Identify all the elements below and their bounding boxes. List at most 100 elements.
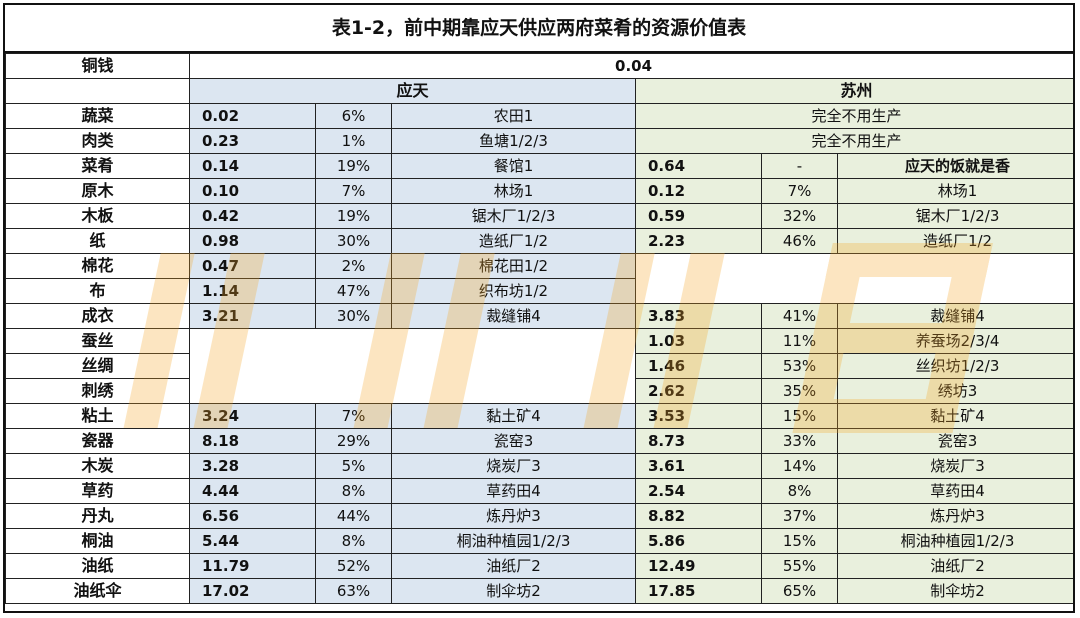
yingtian-percent: 47% — [315, 278, 392, 304]
table-row: 木板 0.42 19% 锯木厂1/2/3 0.59 32% 锯木厂1/2/3 — [5, 203, 1073, 229]
suzhou-empty — [634, 253, 1073, 304]
table-row: 草药 4.44 8% 草药田4 2.54 8% 草药田4 — [5, 478, 1073, 504]
suzhou-percent: 7% — [761, 178, 838, 204]
yingtian-building: 林场1 — [391, 178, 636, 204]
suzhou-value: 2.23 — [635, 228, 762, 254]
yingtian-building: 裁缝铺4 — [391, 303, 636, 329]
resource-name: 油纸伞 — [5, 578, 190, 604]
yingtian-value: 0.98 — [189, 228, 316, 254]
resource-name: 纸 — [5, 228, 190, 254]
yingtian-value: 5.44 — [189, 528, 316, 554]
yingtian-building: 织布坊1/2 — [391, 278, 636, 304]
suzhou-percent: 14% — [761, 453, 838, 479]
yingtian-percent: 30% — [315, 228, 392, 254]
suzhou-building: 烧炭厂3 — [836, 453, 1073, 479]
yingtian-percent: 7% — [315, 178, 392, 204]
table-row: 蚕丝 1.03 11% 养蚕场2/3/4 — [5, 328, 1073, 404]
suzhou-value: 5.86 — [635, 528, 762, 554]
suzhou-building: 养蚕场2/3/4 — [836, 328, 1073, 354]
suzhou-building: 制伞坊2 — [836, 578, 1073, 604]
resource-name: 瓷器 — [5, 428, 190, 454]
yingtian-percent: 8% — [315, 528, 392, 554]
table-title: 表1-2，前中期靠应天供应两府菜肴的资源价值表 — [5, 5, 1073, 53]
suzhou-percent: - — [761, 153, 838, 179]
suzhou-note: 完全不用生产 — [634, 103, 1073, 129]
suzhou-building: 林场1 — [836, 178, 1073, 204]
suzhou-value: 1.03 — [635, 328, 762, 354]
yingtian-percent: 6% — [315, 103, 392, 129]
copper-value: 0.04 — [188, 53, 1073, 79]
suzhou-percent: 37% — [761, 503, 838, 529]
suzhou-percent: 15% — [761, 403, 838, 429]
yingtian-percent: 52% — [315, 553, 392, 579]
yingtian-value: 6.56 — [189, 503, 316, 529]
table-row: 肉类 0.23 1% 鱼塘1/2/3 完全不用生产 — [5, 128, 1073, 154]
yingtian-building: 瓷窑3 — [391, 428, 636, 454]
yingtian-building: 农田1 — [391, 103, 636, 129]
suzhou-percent: 35% — [761, 378, 838, 404]
resource-name: 木炭 — [5, 453, 190, 479]
resource-name: 棉花 — [5, 253, 190, 279]
region-header-row: 应天 苏州 — [5, 78, 1073, 104]
resource-name: 蔬菜 — [5, 103, 190, 129]
resource-name: 丝绸 — [5, 353, 190, 379]
suzhou-value: 3.83 — [635, 303, 762, 329]
table-row: 棉花 0.47 2% 棉花田1/2 — [5, 253, 1073, 304]
yingtian-building: 造纸厂1/2 — [391, 228, 636, 254]
yingtian-value: 0.23 — [189, 128, 316, 154]
suzhou-value: 2.62 — [635, 378, 762, 404]
yingtian-percent: 1% — [315, 128, 392, 154]
suzhou-value: 8.73 — [635, 428, 762, 454]
resource-name: 粘土 — [5, 403, 190, 429]
resource-table: 铜钱 0.04 应天 苏州 蔬菜 0.02 6% 农田1 完全不用生产 肉类 0.23 1% 鱼… — [5, 53, 1073, 604]
resource-name: 丹丸 — [5, 503, 190, 529]
resource-name: 菜肴 — [5, 153, 190, 179]
yingtian-building: 烧炭厂3 — [391, 453, 636, 479]
table-row: 丹丸 6.56 44% 炼丹炉3 8.82 37% 炼丹炉3 — [5, 503, 1073, 529]
suzhou-value: 17.85 — [635, 578, 762, 604]
suzhou-value: 3.53 — [635, 403, 762, 429]
suzhou-percent: 32% — [761, 203, 838, 229]
table-row: 纸 0.98 30% 造纸厂1/2 2.23 46% 造纸厂1/2 — [5, 228, 1073, 254]
region-header-suzhou: 苏州 — [634, 78, 1073, 104]
suzhou-building: 绣坊3 — [836, 378, 1073, 404]
yingtian-value: 8.18 — [189, 428, 316, 454]
resource-name: 原木 — [5, 178, 190, 204]
yingtian-percent: 19% — [315, 153, 392, 179]
suzhou-building: 油纸厂2 — [836, 553, 1073, 579]
suzhou-value: 12.49 — [635, 553, 762, 579]
suzhou-percent: 65% — [761, 578, 838, 604]
suzhou-building: 炼丹炉3 — [836, 503, 1073, 529]
suzhou-building: 裁缝铺4 — [836, 303, 1073, 329]
suzhou-percent: 55% — [761, 553, 838, 579]
region-header-empty — [5, 78, 190, 104]
table-row: 蔬菜 0.02 6% 农田1 完全不用生产 — [5, 103, 1073, 129]
yingtian-value: 1.14 — [189, 278, 316, 304]
suzhou-building: 造纸厂1/2 — [836, 228, 1073, 254]
suzhou-percent: 8% — [761, 478, 838, 504]
yingtian-building: 黏土矿4 — [391, 403, 636, 429]
yingtian-percent: 29% — [315, 428, 392, 454]
resource-name: 草药 — [5, 478, 190, 504]
yingtian-percent: 19% — [315, 203, 392, 229]
table-row: 丝绸 1.46 53% 丝织坊1/2/3 — [5, 353, 1073, 379]
suzhou-building: 桐油种植园1/2/3 — [836, 528, 1073, 554]
suzhou-value: 0.64 — [635, 153, 762, 179]
resource-name: 油纸 — [5, 553, 190, 579]
suzhou-value: 0.12 — [635, 178, 762, 204]
yingtian-building: 棉花田1/2 — [391, 253, 636, 279]
suzhou-building: 丝织坊1/2/3 — [836, 353, 1073, 379]
suzhou-value: 3.61 — [635, 453, 762, 479]
yingtian-building: 桐油种植园1/2/3 — [391, 528, 636, 554]
yingtian-building: 锯木厂1/2/3 — [391, 203, 636, 229]
table-row: 桐油 5.44 8% 桐油种植园1/2/3 5.86 15% 桐油种植园1/2/3 — [5, 528, 1073, 554]
resource-name: 成衣 — [5, 303, 190, 329]
table-row: 木炭 3.28 5% 烧炭厂3 3.61 14% 烧炭厂3 — [5, 453, 1073, 479]
table-row: 油纸伞 17.02 63% 制伞坊2 17.85 65% 制伞坊2 — [5, 578, 1073, 604]
yingtian-building: 制伞坊2 — [391, 578, 636, 604]
yingtian-value: 0.10 — [189, 178, 316, 204]
table-row: 粘土 3.24 7% 黏土矿4 3.53 15% 黏土矿4 — [5, 403, 1073, 429]
table-row: 油纸 11.79 52% 油纸厂2 12.49 55% 油纸厂2 — [5, 553, 1073, 579]
yingtian-building: 炼丹炉3 — [391, 503, 636, 529]
yingtian-percent: 5% — [315, 453, 392, 479]
